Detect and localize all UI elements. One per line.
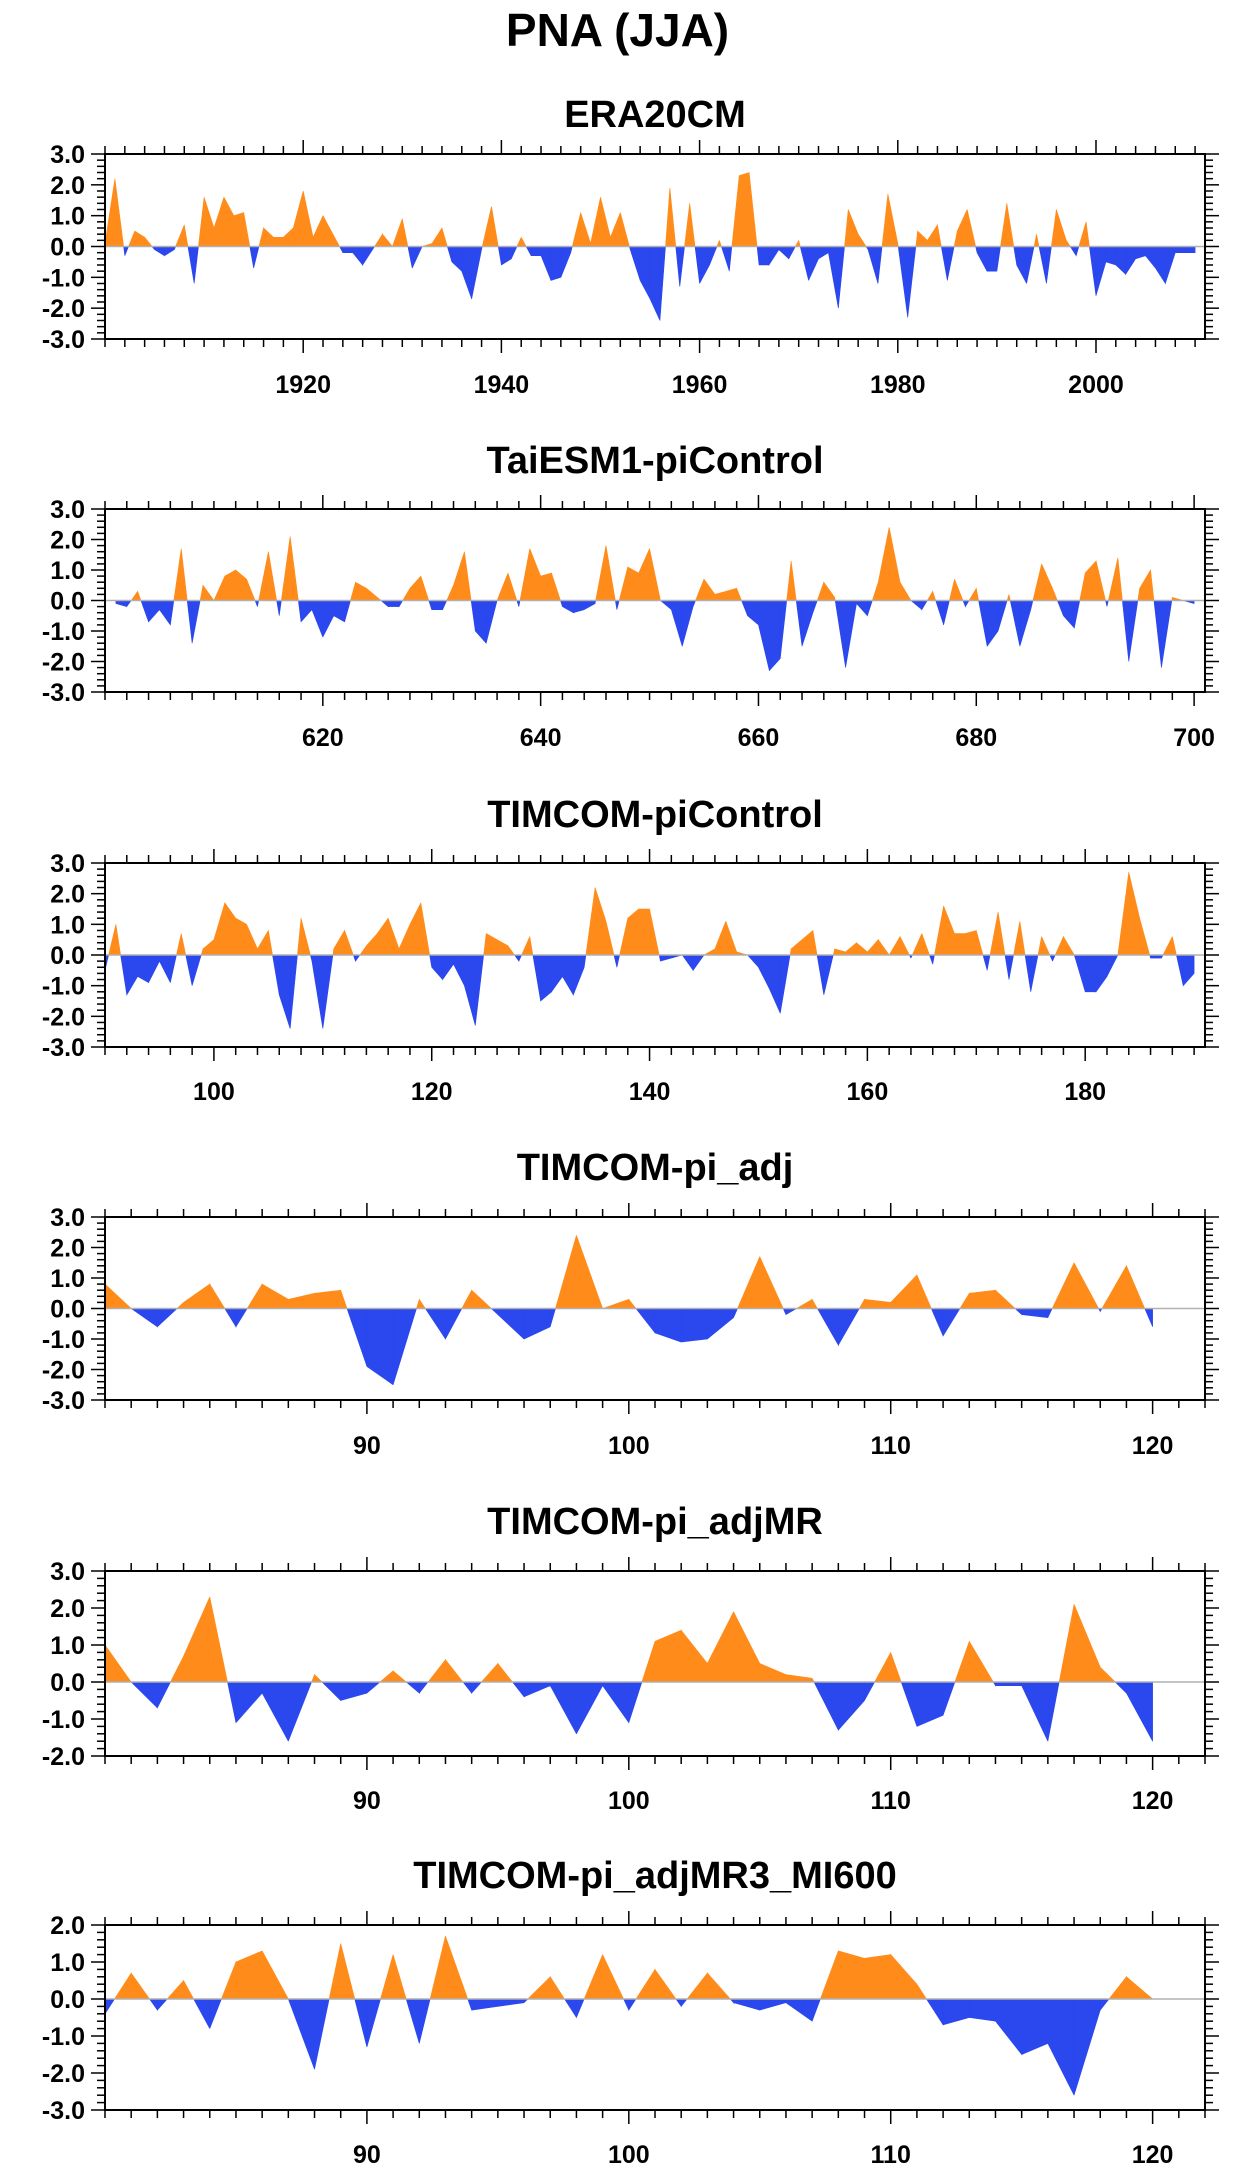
y-tick-label: -1.0 <box>42 618 85 646</box>
x-tick-label: 160 <box>847 1078 889 1106</box>
y-tick-label: -1.0 <box>42 2023 85 2051</box>
y-tick-label: -3.0 <box>42 326 85 354</box>
y-tick-label: -2.0 <box>42 295 85 323</box>
x-tick-label: 1960 <box>672 371 728 399</box>
y-tick-label: 0.0 <box>50 234 85 262</box>
x-tick-label: 1920 <box>275 371 331 399</box>
negative-area <box>123 246 1196 321</box>
figure-title: PNA (JJA) <box>505 4 730 56</box>
y-tick-label: 3.0 <box>50 1204 85 1232</box>
positive-area <box>104 1596 1116 1683</box>
panel-4: TIMCOM-pi_adj 3.0 2.01.0 0.0-1.0 -2.0-3.0 90 1… <box>42 1147 1219 1460</box>
y-tick-label: -3.0 <box>42 679 85 707</box>
y-tick-label: -2.0 <box>42 1003 85 1031</box>
y-tick-label: -2.0 <box>42 1743 85 1771</box>
y-tick-label: -2.0 <box>42 2060 85 2088</box>
x-tick-label: 110 <box>871 1432 911 1460</box>
y-tick-label: -3.0 <box>42 2097 85 2125</box>
panel-5: TIMCOM-pi_adjMR 3.0 2.0 1.0 0.0 -1.0 -2.0 90 100… <box>42 1501 1219 1815</box>
panel-2: TaiESM1-piControl 3.0 2.01.0 0.0-1.0 -2.0-3.… <box>42 440 1219 752</box>
y-tick-label: 0.0 <box>50 1669 85 1697</box>
positive-area <box>108 872 1177 956</box>
negative-area <box>104 954 1195 1029</box>
y-tick-label: -1.0 <box>42 1706 85 1734</box>
x-tick-label: 1980 <box>870 371 926 399</box>
y-tick-label: 1.0 <box>50 1949 85 1977</box>
x-tick-label: 180 <box>1064 1078 1106 1106</box>
y-tick-label: 2.0 <box>50 527 85 555</box>
negative-area <box>130 1308 1153 1386</box>
y-tick-label: 2.0 <box>50 881 85 909</box>
positive-area <box>104 172 1090 247</box>
y-tick-label: 3.0 <box>50 1558 85 1586</box>
y-tick-label: 1.0 <box>50 557 85 585</box>
x-tick-label: 100 <box>608 1432 650 1460</box>
y-tick-label: -3.0 <box>42 1387 85 1415</box>
panel-6: TIMCOM-pi_adjMR3_MI600 2.0 1.0 0.0 -1.0 -2.0 -… <box>42 1855 1219 2169</box>
y-tick-label: -1.0 <box>42 1326 85 1354</box>
negative-area <box>115 600 1195 672</box>
positive-area <box>113 1935 1154 2000</box>
y-tick-label: 1.0 <box>50 911 85 939</box>
x-tick-label: 700 <box>1173 724 1215 752</box>
panel-title: TIMCOM-pi_adjMR <box>487 1501 823 1543</box>
y-tick-label: 3.0 <box>50 141 85 169</box>
panel-title: TIMCOM-pi_adjMR3_MI600 <box>413 1855 897 1897</box>
y-tick-label: 1.0 <box>50 1632 85 1660</box>
y-tick-label: 1.0 <box>50 203 85 231</box>
x-tick-label: 120 <box>1132 2141 1174 2169</box>
y-tick-label: 0.0 <box>50 588 85 616</box>
y-tick-label: 0.0 <box>50 1986 85 2014</box>
x-tick-label: 100 <box>608 2141 650 2169</box>
positive-area <box>104 1235 1146 1309</box>
y-tick-label: -2.0 <box>42 1357 85 1385</box>
x-tick-label: 100 <box>193 1078 235 1106</box>
panel-title: TaiESM1-piControl <box>486 440 823 482</box>
x-tick-label: 90 <box>353 2141 381 2169</box>
y-tick-label: 2.0 <box>50 1912 85 1940</box>
x-tick-label: 640 <box>520 724 562 752</box>
x-tick-label: 100 <box>608 1787 650 1815</box>
x-tick-label: 660 <box>738 724 780 752</box>
x-tick-label: 680 <box>955 724 997 752</box>
y-tick-label: -1.0 <box>42 973 85 1001</box>
x-tick-label: 110 <box>871 2141 911 2169</box>
y-tick-label: 2.0 <box>50 1595 85 1623</box>
x-tick-label: 90 <box>353 1432 381 1460</box>
positive-area <box>130 527 1184 601</box>
x-tick-label: 1940 <box>474 371 530 399</box>
panel-1: ERA20CM 3.0 2.0 1.0 0.0-1.0 -2.0 -3.0 1920 1940 1… <box>42 94 1219 399</box>
y-tick-label: -2.0 <box>42 649 85 677</box>
x-tick-label: 2000 <box>1068 371 1124 399</box>
x-tick-label: 120 <box>1132 1787 1174 1815</box>
y-tick-label: 0.0 <box>50 942 85 970</box>
y-tick-label: 2.0 <box>50 1235 85 1263</box>
panel-title: TIMCOM-piControl <box>487 794 823 836</box>
y-tick-label: 2.0 <box>50 172 85 200</box>
negative-area <box>104 1998 1110 2096</box>
y-tick-label: 3.0 <box>50 850 85 878</box>
y-tick-label: -1.0 <box>42 264 85 292</box>
x-tick-label: 140 <box>629 1078 671 1106</box>
y-tick-label: 3.0 <box>50 496 85 524</box>
x-tick-label: 90 <box>353 1787 381 1815</box>
x-tick-label: 620 <box>302 724 344 752</box>
y-tick-label: 1.0 <box>50 1265 85 1293</box>
x-tick-label: 120 <box>411 1078 453 1106</box>
panel-3: TIMCOM-piControl 3.0 2.01.0 0.0 -1.0-2.0 -3.0… <box>42 794 1219 1106</box>
panel-title: ERA20CM <box>564 94 746 136</box>
panel-title: TIMCOM-pi_adj <box>517 1147 794 1189</box>
negative-area <box>130 1681 1153 1742</box>
x-tick-label: 110 <box>871 1787 911 1815</box>
y-tick-label: -3.0 <box>42 1034 85 1062</box>
x-tick-label: 120 <box>1132 1432 1174 1460</box>
y-tick-label: 0.0 <box>50 1296 85 1324</box>
